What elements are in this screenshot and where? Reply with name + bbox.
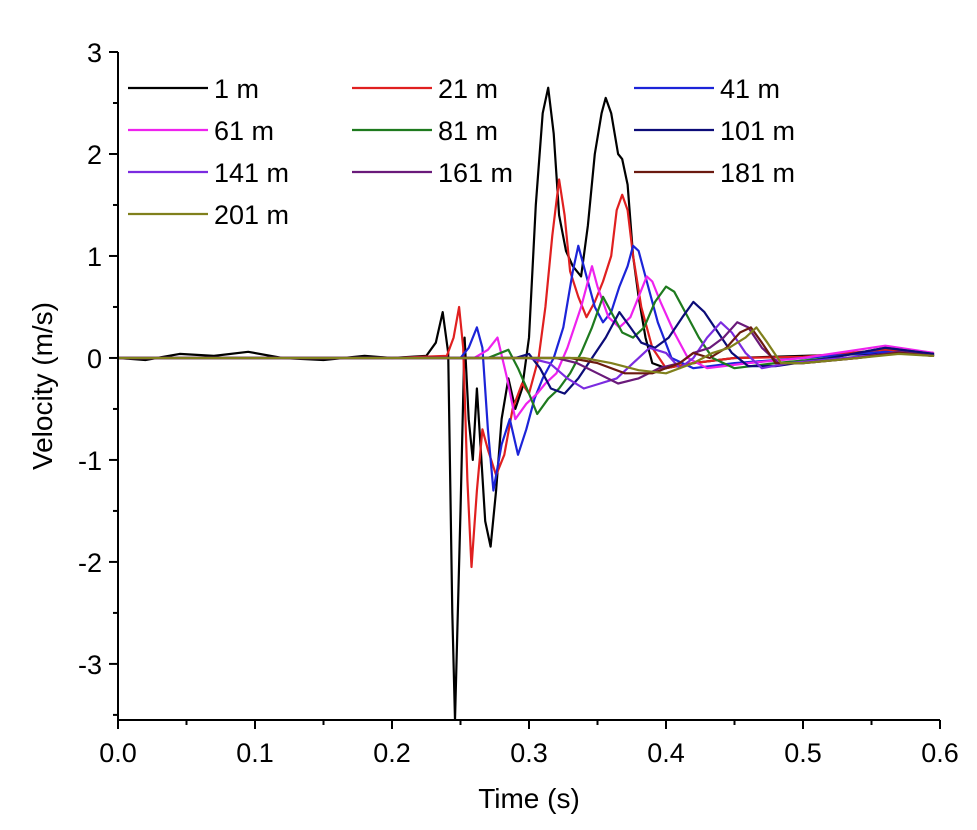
x-tick-label: 0.0 (99, 738, 137, 768)
series-line-101-m (118, 300, 935, 395)
series-line-81-m (118, 285, 935, 416)
y-axis-title: Velocity (m/s) (27, 302, 58, 470)
x-tick-label: 0.4 (647, 738, 685, 768)
x-tick-label: 0.3 (510, 738, 548, 768)
y-tick-label: 3 (87, 38, 102, 68)
y-tick-label: -1 (78, 446, 102, 476)
legend: 1 m 21 m 41 m 61 m 81 m 101 m 141 m 161 m 181 m 2… (128, 74, 795, 230)
series-line-201-m (118, 326, 935, 375)
legend-label: 1 m (214, 74, 259, 104)
series-line-21-m (118, 178, 935, 569)
legend-label: 141 m (214, 158, 289, 188)
x-tick-label: 0.2 (373, 738, 411, 768)
legend-label: 21 m (438, 74, 498, 104)
legend-label: 161 m (438, 158, 513, 188)
legend-label: 181 m (720, 158, 795, 188)
legend-label: 201 m (214, 200, 289, 230)
y-tick-label: 0 (87, 344, 102, 374)
x-tick-label: 0.5 (784, 738, 822, 768)
x-tick-label: 0.6 (921, 738, 959, 768)
y-tick-label: 2 (87, 140, 102, 170)
legend-label: 41 m (720, 74, 780, 104)
plot-area (118, 86, 935, 720)
legend-label: 81 m (438, 116, 498, 146)
axes: 0.0 0.1 0.2 0.3 0.4 0.5 0.6 -3 -2 -1 0 1 2 3 (78, 38, 959, 768)
series-line-61-m (118, 265, 935, 421)
legend-label: 101 m (720, 116, 795, 146)
series-line-41-m (118, 244, 935, 492)
y-tick-label: -3 (78, 650, 102, 680)
x-tick-label: 0.1 (236, 738, 274, 768)
x-axis-title: Time (s) (478, 783, 580, 814)
legend-label: 61 m (214, 116, 274, 146)
y-tick-label: 1 (87, 242, 102, 272)
y-tick-label: -2 (78, 548, 102, 578)
